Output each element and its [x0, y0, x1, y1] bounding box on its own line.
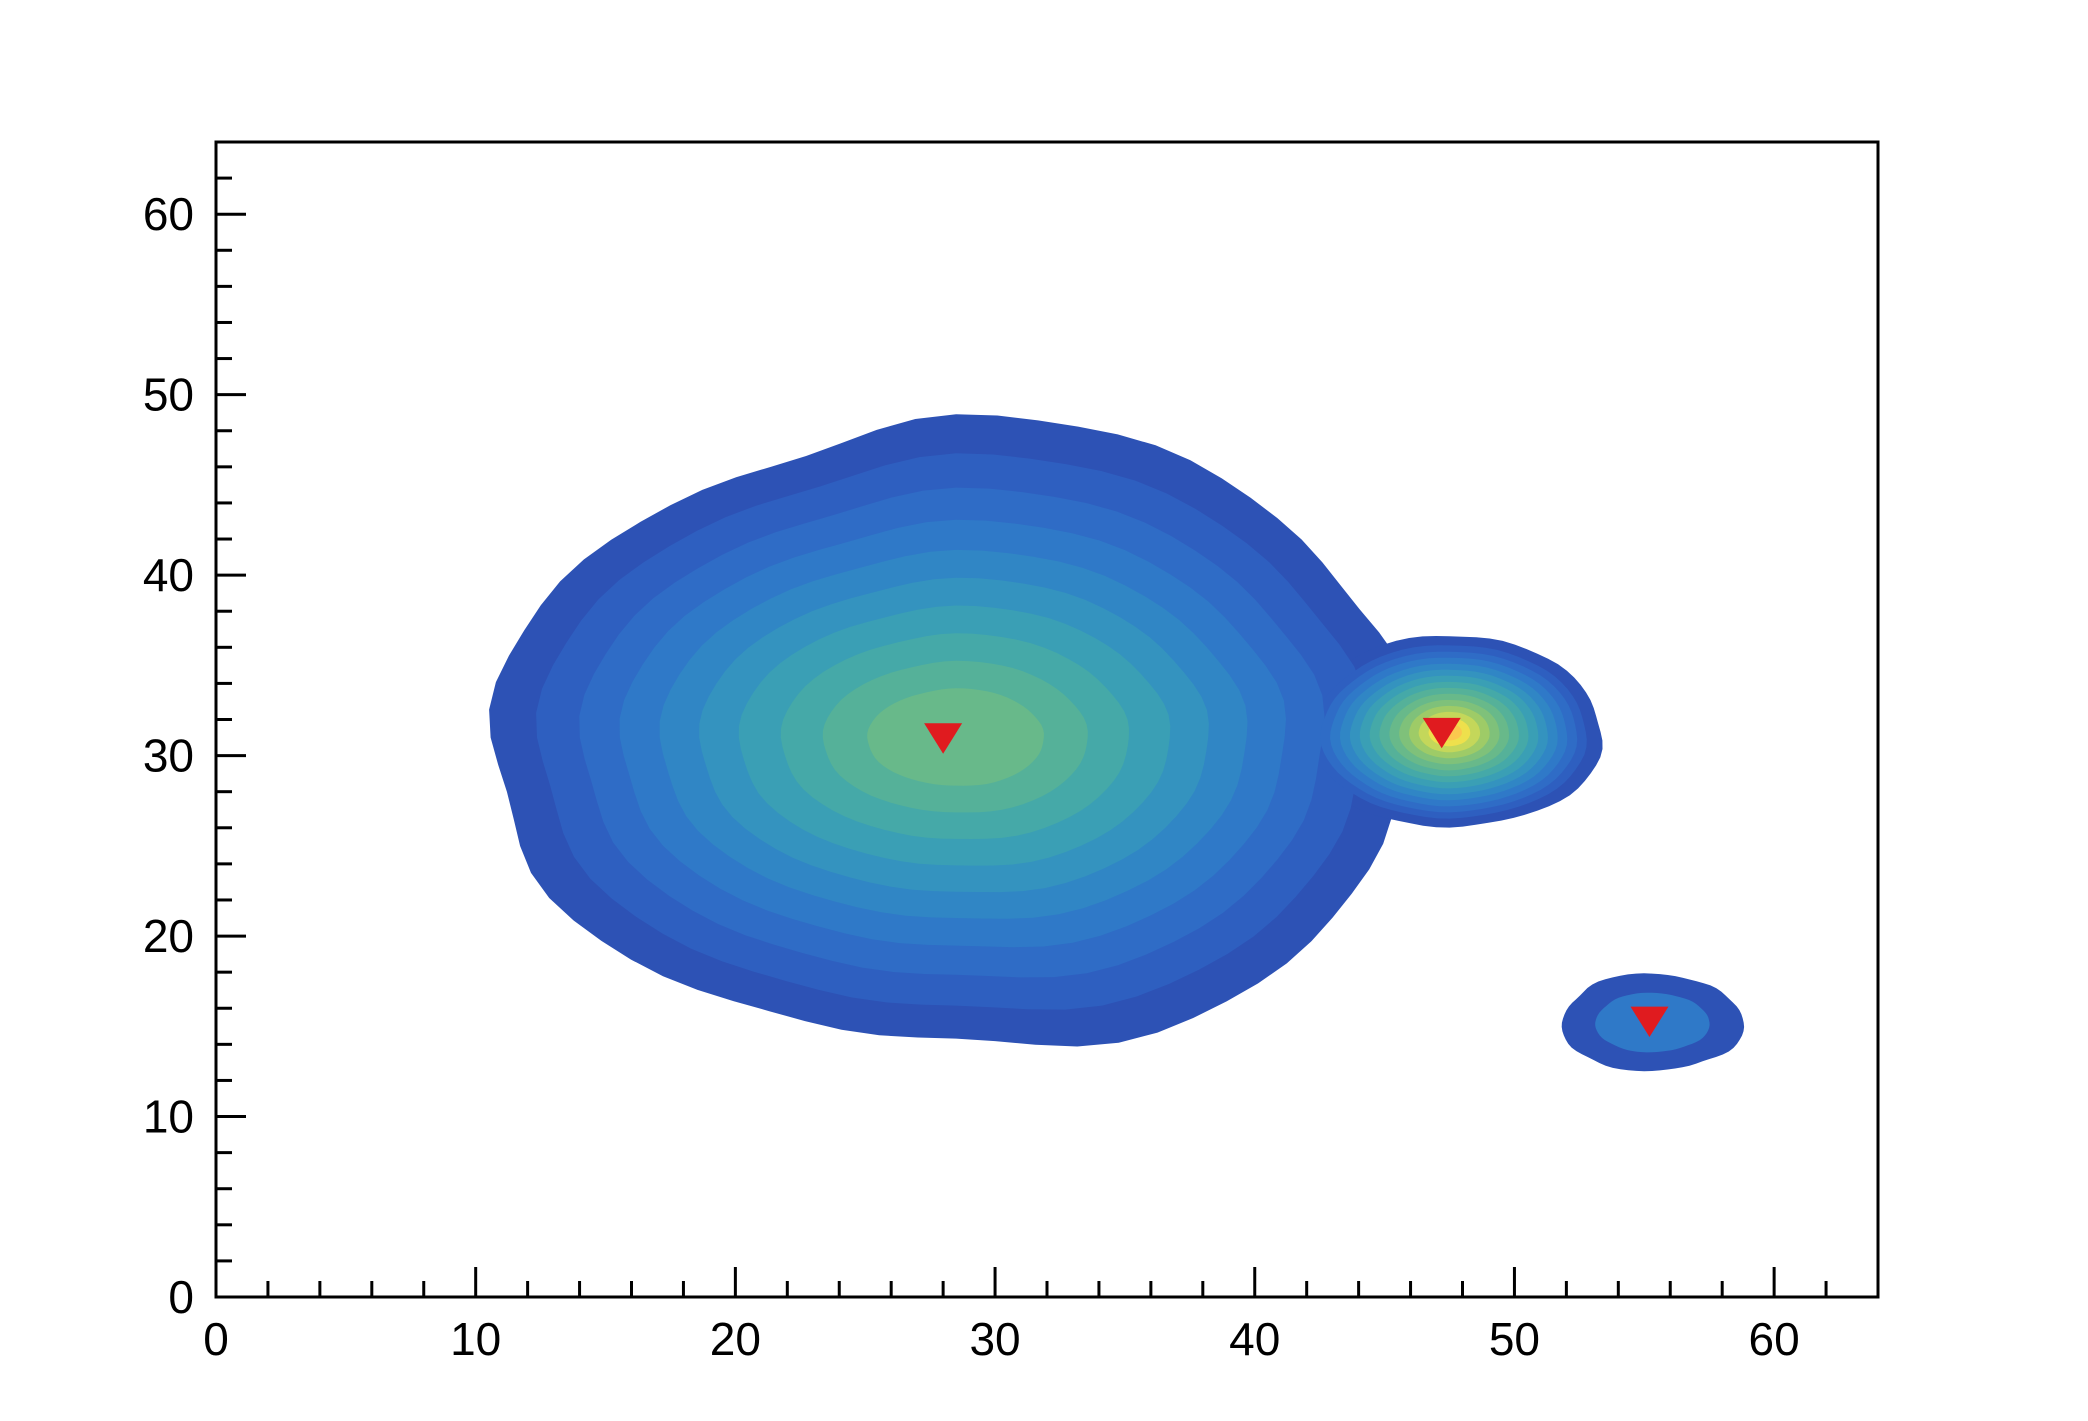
- x-tick-label: 0: [203, 1313, 229, 1365]
- y-tick-label: 10: [143, 1091, 194, 1143]
- peak-marker-1: [1422, 717, 1461, 749]
- peak-marker-0: [924, 723, 963, 754]
- main-lobe-contour-level-9: [867, 688, 1044, 786]
- y-tick-label: 40: [143, 549, 194, 601]
- y-tick-label: 30: [143, 730, 194, 782]
- x-tick-label: 20: [710, 1313, 761, 1365]
- x-tick-label: 60: [1749, 1313, 1800, 1365]
- x-tick-label: 30: [969, 1313, 1020, 1365]
- x-tick-label: 10: [450, 1313, 501, 1365]
- y-tick-label: 60: [143, 188, 194, 240]
- x-tick-label: 50: [1489, 1313, 1540, 1365]
- x-tick-label: 40: [1229, 1313, 1280, 1365]
- y-tick-label: 20: [143, 910, 194, 962]
- y-tick-label: 50: [143, 369, 194, 421]
- y-tick-label: 0: [168, 1271, 194, 1323]
- peak-marker-2: [1630, 1006, 1669, 1038]
